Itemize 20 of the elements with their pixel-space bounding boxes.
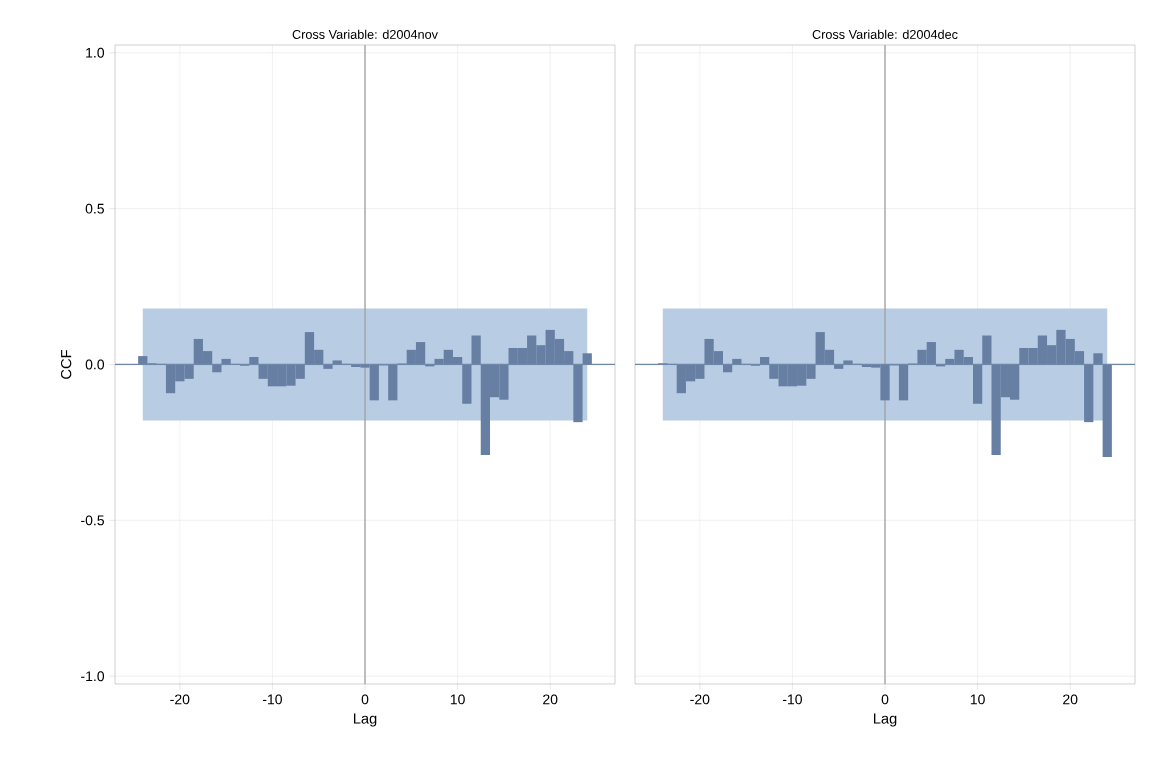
y-axis-title: CCF — [60, 350, 72, 379]
x-axis-title: Lag — [353, 713, 377, 727]
y-tick-label: -1.0 — [81, 671, 105, 682]
x-tick-label: 0 — [361, 694, 369, 705]
x-tick-label: 10 — [970, 694, 985, 705]
y-tick-label: 0.5 — [85, 203, 105, 214]
x-tick-label: -20 — [690, 694, 710, 705]
y-tick-label: 1.0 — [86, 47, 105, 58]
x-tick-label: 20 — [1063, 694, 1078, 705]
chart-title: Cross Variable: d2004nov — [292, 29, 438, 39]
x-tick-label: -10 — [262, 694, 282, 705]
y-tick-label: -0.5 — [81, 515, 105, 526]
chart-title: Cross Variable: d2004dec — [812, 29, 958, 39]
x-tick-label: -20 — [170, 694, 190, 705]
x-tick-label: -10 — [782, 694, 802, 705]
x-tick-label: 0 — [881, 694, 889, 705]
x-tick-label: 10 — [450, 694, 465, 705]
y-tick-label: 0.0 — [85, 359, 105, 370]
x-axis-title: Lag — [873, 713, 897, 727]
x-tick-label: 20 — [543, 694, 558, 705]
